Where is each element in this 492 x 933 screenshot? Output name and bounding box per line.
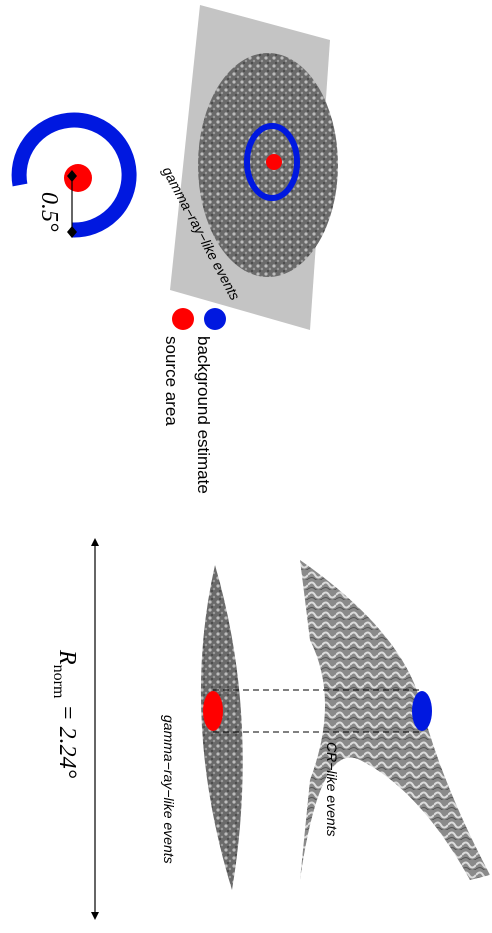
- source-circle: [64, 164, 92, 192]
- legend-background: background estimate: [194, 336, 213, 494]
- legend-source: source area: [162, 336, 181, 426]
- legend-red: [172, 308, 194, 330]
- legend-blue: [204, 308, 226, 330]
- cr-label: CR−like events: [324, 742, 340, 837]
- gamma-region: [203, 691, 223, 731]
- rnorm-label: Rnorm= 2.24°: [50, 649, 80, 779]
- figure: gamma−ray−like events 0.5° background es…: [0, 0, 492, 933]
- source-dot: [266, 154, 282, 170]
- cr-region: [412, 691, 432, 731]
- gamma-distribution: [201, 565, 243, 890]
- gamma-label: gamma−ray−like events: [161, 715, 177, 864]
- offset-label: 0.5°: [36, 192, 62, 232]
